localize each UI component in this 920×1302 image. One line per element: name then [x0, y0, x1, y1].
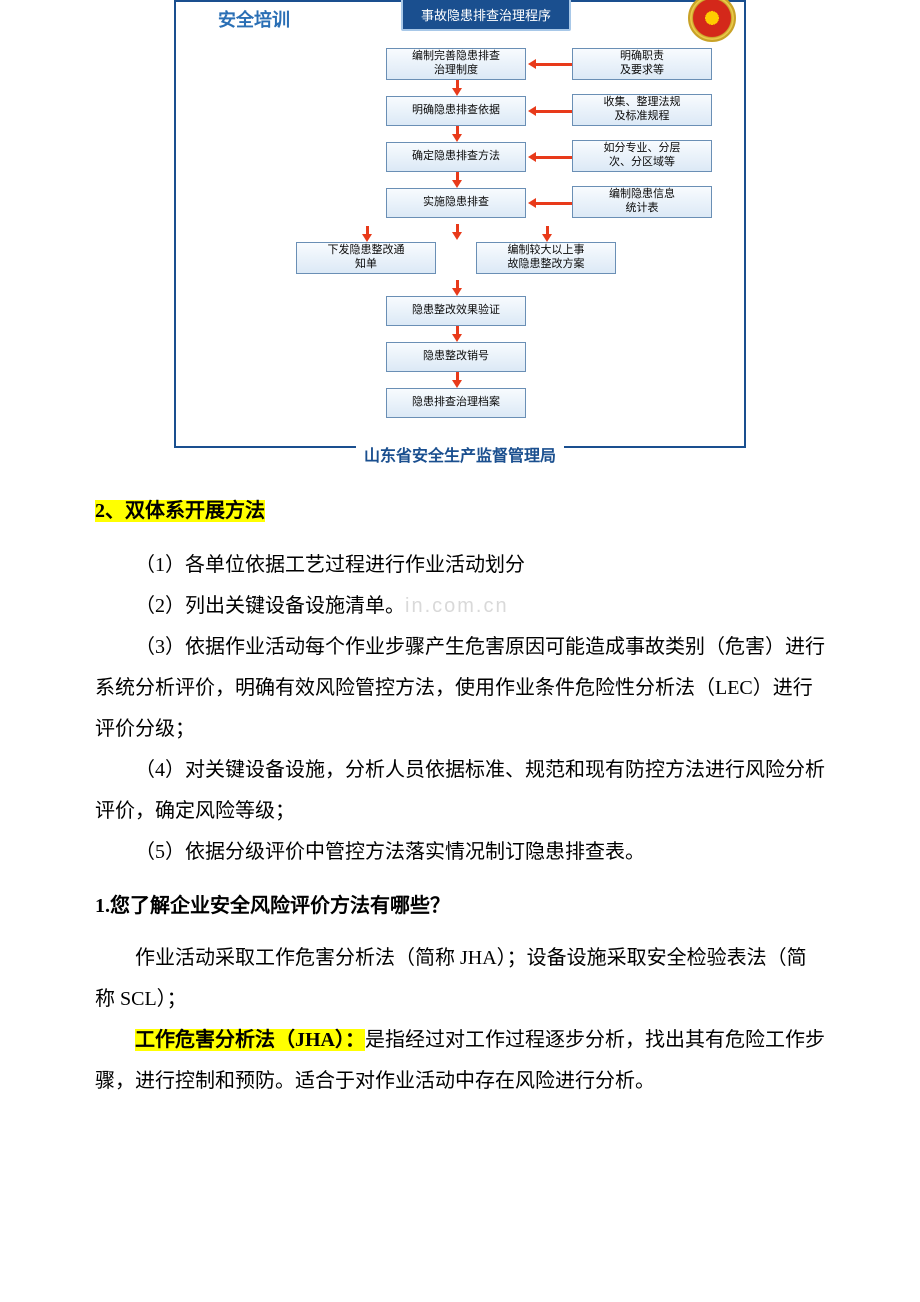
arrow-down-icon	[362, 234, 372, 242]
page: 安全培训 事故隐患排查治理程序 编制完善隐患排查 治理制度 明确隐患排查依据 确…	[0, 0, 920, 1142]
list-item: （4）对关键设备设施，分析人员依据标准、规范和现有防控方法进行风险分析评价，确定…	[95, 750, 825, 832]
flowchart-diagram: 安全培训 事故隐患排查治理程序 编制完善隐患排查 治理制度 明确隐患排查依据 确…	[174, 0, 746, 466]
flow-area: 编制完善隐患排查 治理制度 明确隐患排查依据 确定隐患排查方法 实施隐患排查 隐…	[176, 38, 744, 438]
list-item: （5）依据分级评价中管控方法落实情况制订隐患排查表。	[95, 832, 825, 873]
flow-node: 隐患整改效果验证	[386, 296, 526, 326]
training-label: 安全培训	[212, 6, 296, 32]
flow-node: 确定隐患排查方法	[386, 142, 526, 172]
arrow-down-icon	[542, 234, 552, 242]
arrow-down-icon	[452, 134, 462, 142]
flow-node: 隐患排查治理档案	[386, 388, 526, 418]
jha-label: 工作危害分析法（JHA）：	[135, 1029, 365, 1051]
arrow-left-icon	[528, 152, 536, 162]
arrow-left-icon	[528, 59, 536, 69]
item-2-text: （2）列出关键设备设施清单。	[135, 595, 405, 617]
arrow-left-icon	[528, 198, 536, 208]
flow-side-node: 如分专业、分层 次、分区域等	[572, 140, 712, 172]
highlight-text: 2、双体系开展方法	[95, 500, 265, 522]
diagram-footer-label: 山东省安全生产监督管理局	[356, 442, 564, 466]
diagram-title-banner: 事故隐患排查治理程序	[401, 0, 571, 31]
section-2-title: 2、双体系开展方法	[95, 494, 825, 523]
flow-split-right: 编制较大以上事 故隐患整改方案	[476, 242, 616, 274]
flow-split-left: 下发隐患整改通 知单	[296, 242, 436, 274]
flow-side-node: 编制隐患信息 统计表	[572, 186, 712, 218]
document-body: 2、双体系开展方法 （1）各单位依据工艺过程进行作业活动划分 （2）列出关键设备…	[0, 494, 920, 1142]
arrow-down-icon	[452, 232, 462, 240]
arrow-down-icon	[452, 180, 462, 188]
question-1: 1.您了解企业安全风险评价方法有哪些？	[95, 889, 825, 918]
diagram-header: 安全培训 事故隐患排查治理程序	[176, 0, 744, 38]
arrow-down-icon	[452, 334, 462, 342]
arrow-left-icon	[528, 106, 536, 116]
jha-paragraph: 工作危害分析法（JHA）：是指经过对工作过程逐步分析，找出其有危险工作步骤，进行…	[95, 1020, 825, 1102]
arrow-down-icon	[452, 380, 462, 388]
flow-node: 隐患整改销号	[386, 342, 526, 372]
flow-side-node: 收集、整理法规 及标准规程	[572, 94, 712, 126]
arrow-down-icon	[452, 288, 462, 296]
list-item: （1）各单位依据工艺过程进行作业活动划分	[95, 545, 825, 586]
list-item: （2）列出关键设备设施清单。in.com.cn	[95, 586, 825, 627]
flow-node: 实施隐患排查	[386, 188, 526, 218]
emblem-icon	[688, 0, 736, 42]
flow-side-node: 明确职责 及要求等	[572, 48, 712, 80]
watermark-text: in.com.cn	[405, 595, 509, 617]
arrow-down-icon	[452, 88, 462, 96]
list-item: （3）依据作业活动每个作业步骤产生危害原因可能造成事故类别（危害）进行系统分析评…	[95, 627, 825, 750]
flow-node: 编制完善隐患排查 治理制度	[386, 48, 526, 80]
flow-node: 明确隐患排查依据	[386, 96, 526, 126]
answer-1: 作业活动采取工作危害分析法（简称 JHA）；设备设施采取安全检验表法（简称 SC…	[95, 938, 825, 1020]
diagram-frame: 安全培训 事故隐患排查治理程序 编制完善隐患排查 治理制度 明确隐患排查依据 确…	[174, 0, 746, 448]
